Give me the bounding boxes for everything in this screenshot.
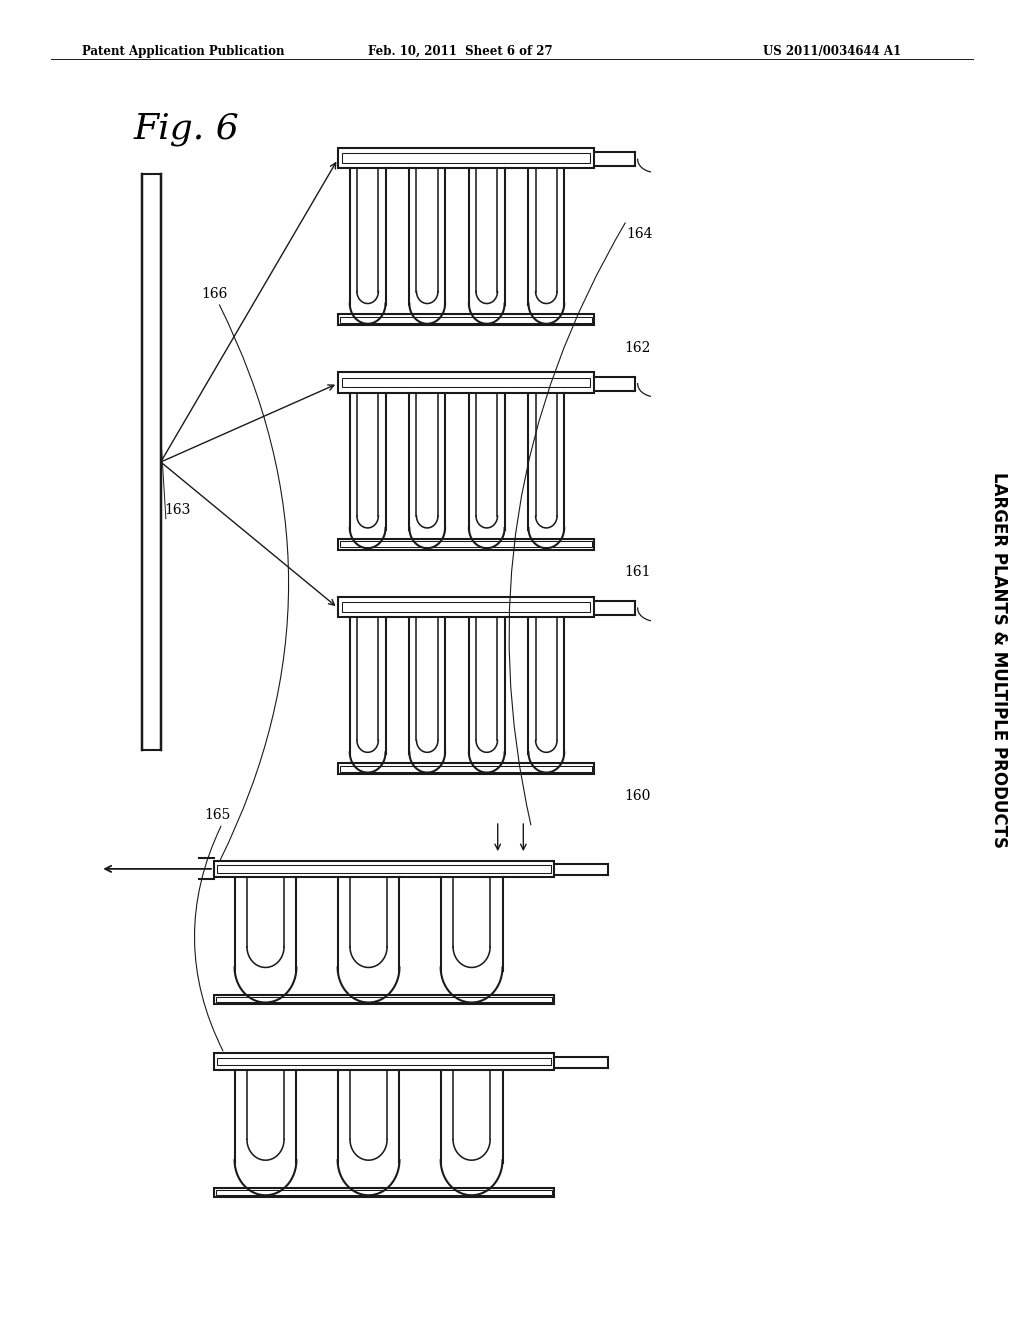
Bar	[338, 314, 594, 326]
Text: US 2011/0034644 A1: US 2011/0034644 A1	[763, 45, 901, 58]
Bar	[214, 1053, 554, 1069]
Text: 160: 160	[625, 789, 651, 804]
Text: 164: 164	[627, 227, 653, 242]
Bar	[342, 602, 590, 611]
Bar	[340, 317, 592, 323]
Text: Fig. 6: Fig. 6	[133, 112, 239, 147]
Bar	[338, 597, 594, 616]
Text: 163: 163	[164, 503, 190, 517]
Text: Feb. 10, 2011  Sheet 6 of 27: Feb. 10, 2011 Sheet 6 of 27	[369, 45, 553, 58]
Bar	[338, 372, 594, 393]
Bar	[338, 148, 594, 168]
Bar	[340, 541, 592, 548]
Bar	[217, 865, 551, 873]
Bar	[215, 1189, 553, 1195]
Bar	[342, 153, 590, 162]
Bar	[217, 1057, 551, 1065]
Bar	[338, 539, 594, 550]
Text: 161: 161	[625, 565, 651, 579]
Bar	[215, 997, 553, 1002]
Text: 166: 166	[202, 286, 228, 301]
Bar	[342, 378, 590, 387]
Bar	[340, 766, 592, 772]
Text: 165: 165	[205, 808, 231, 822]
Text: LARGER PLANTS & MULTIPLE PRODUCTS: LARGER PLANTS & MULTIPLE PRODUCTS	[990, 473, 1009, 847]
Bar	[214, 861, 554, 878]
Text: 162: 162	[625, 341, 651, 355]
Bar	[338, 763, 594, 775]
Bar	[214, 1188, 554, 1197]
Bar	[214, 995, 554, 1005]
Text: Patent Application Publication: Patent Application Publication	[82, 45, 285, 58]
